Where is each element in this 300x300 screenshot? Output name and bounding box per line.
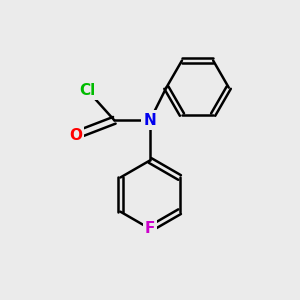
- Text: F: F: [145, 221, 155, 236]
- Text: Cl: Cl: [80, 83, 96, 98]
- Text: O: O: [69, 128, 82, 142]
- Text: N: N: [144, 113, 156, 128]
